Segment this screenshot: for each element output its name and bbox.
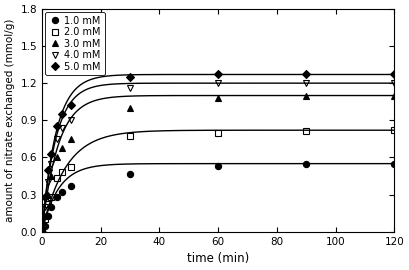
- 5.0 mM: [216, 73, 220, 76]
- 4.0 mM: [392, 82, 397, 85]
- 1.0 mM: [54, 195, 59, 199]
- 3.0 mM: [304, 94, 309, 97]
- 4.0 mM: [69, 119, 74, 122]
- 3.0 mM: [392, 94, 397, 97]
- 4.0 mM: [216, 82, 220, 85]
- 2.0 mM: [60, 171, 65, 174]
- 2.0 mM: [304, 130, 309, 133]
- 2.0 mM: [54, 177, 59, 180]
- Line: 5.0 mM: 5.0 mM: [39, 71, 398, 235]
- 5.0 mM: [45, 168, 50, 171]
- 1.0 mM: [39, 230, 44, 233]
- 3.0 mM: [39, 230, 44, 233]
- 2.0 mM: [48, 195, 53, 199]
- 5.0 mM: [60, 113, 65, 116]
- 2.0 mM: [216, 131, 220, 134]
- 3.0 mM: [128, 106, 133, 110]
- 3.0 mM: [216, 96, 220, 100]
- 2.0 mM: [45, 203, 50, 206]
- 2.0 mM: [69, 166, 74, 169]
- Line: 4.0 mM: 4.0 mM: [39, 80, 398, 235]
- 2.0 mM: [392, 129, 397, 132]
- 4.0 mM: [48, 162, 53, 165]
- Line: 1.0 mM: 1.0 mM: [39, 160, 398, 235]
- 2.0 mM: [43, 218, 47, 221]
- 1.0 mM: [128, 172, 133, 175]
- 3.0 mM: [43, 214, 47, 217]
- 2.0 mM: [39, 230, 44, 233]
- 1.0 mM: [69, 184, 74, 188]
- 5.0 mM: [54, 125, 59, 128]
- Legend: 1.0 mM, 2.0 mM, 3.0 mM, 4.0 mM, 5.0 mM: 1.0 mM, 2.0 mM, 3.0 mM, 4.0 mM, 5.0 mM: [45, 12, 105, 75]
- 4.0 mM: [128, 86, 133, 90]
- 1.0 mM: [45, 214, 50, 217]
- 1.0 mM: [392, 162, 397, 165]
- 4.0 mM: [43, 205, 47, 209]
- 3.0 mM: [48, 174, 53, 178]
- 5.0 mM: [39, 230, 44, 233]
- Line: 2.0 mM: 2.0 mM: [39, 127, 398, 235]
- 4.0 mM: [304, 82, 309, 85]
- 5.0 mM: [69, 104, 74, 107]
- 4.0 mM: [54, 137, 59, 140]
- 3.0 mM: [69, 137, 74, 140]
- 5.0 mM: [48, 152, 53, 155]
- 1.0 mM: [43, 224, 47, 227]
- 1.0 mM: [48, 205, 53, 209]
- 5.0 mM: [304, 73, 309, 76]
- 4.0 mM: [39, 230, 44, 233]
- 2.0 mM: [128, 135, 133, 138]
- 3.0 mM: [45, 193, 50, 196]
- 5.0 mM: [392, 73, 397, 76]
- 5.0 mM: [43, 195, 47, 199]
- 1.0 mM: [216, 164, 220, 168]
- 1.0 mM: [60, 190, 65, 194]
- 1.0 mM: [304, 162, 309, 165]
- 3.0 mM: [54, 156, 59, 159]
- 4.0 mM: [60, 126, 65, 129]
- 3.0 mM: [60, 146, 65, 149]
- Line: 3.0 mM: 3.0 mM: [39, 92, 398, 235]
- X-axis label: time (min): time (min): [187, 252, 249, 265]
- Y-axis label: amount of nitrate exchanged (mmol/g): amount of nitrate exchanged (mmol/g): [5, 19, 15, 222]
- 4.0 mM: [45, 181, 50, 184]
- 5.0 mM: [128, 75, 133, 79]
